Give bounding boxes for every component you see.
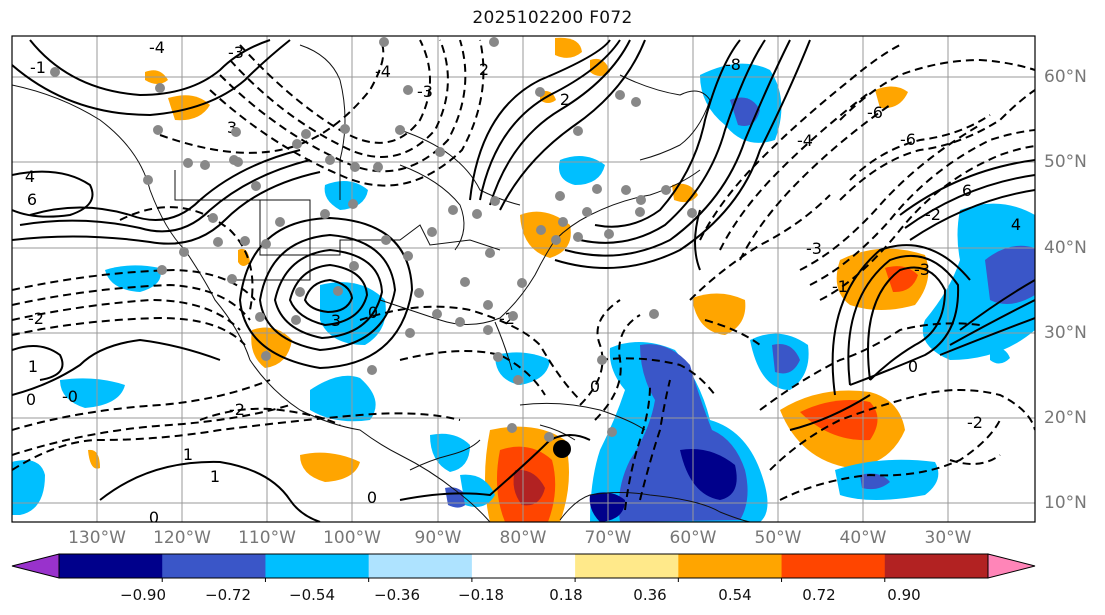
lon-label: 130°W	[68, 528, 126, 548]
colorbar-cell	[368, 554, 473, 578]
contour-label: 2	[560, 90, 570, 109]
colorbar-tick-label: 0.72	[802, 586, 836, 604]
colorbar-tick-label: −0.90	[120, 586, 166, 604]
contour-label: 1	[210, 467, 220, 486]
colorbar-cell	[265, 554, 370, 578]
contour-label: -2	[925, 205, 941, 224]
contour-label: 3	[331, 311, 341, 330]
contour-label: 0	[367, 488, 377, 507]
lat-label: 10°N	[1044, 493, 1087, 513]
contour-label: -2	[28, 309, 44, 328]
contour-label: 3	[227, 118, 237, 137]
contour-label: 4	[1011, 215, 1021, 234]
contour-label: -4	[797, 131, 813, 150]
contour-label: -2	[967, 413, 983, 432]
colorbar-tick-label: 0.90	[887, 586, 921, 604]
lon-label: 110°W	[238, 528, 296, 548]
colorbar-cell	[471, 554, 576, 578]
contour-label: -2	[229, 400, 245, 419]
contour-label: -3	[914, 260, 930, 279]
contour-label: -4	[375, 62, 391, 81]
colorbar-tick-label: 0.54	[718, 586, 752, 604]
contour-label: 6	[962, 181, 972, 200]
contour-label: 1	[183, 445, 193, 464]
graticule	[12, 36, 1035, 522]
contour-label: 0	[590, 377, 600, 396]
lat-label: 50°N	[1044, 152, 1087, 172]
dashed-contours	[12, 39, 1035, 511]
location-dot-marker	[553, 440, 571, 458]
colorbar-tick-label: 0.18	[549, 586, 583, 604]
contour-label: 6	[27, 190, 37, 209]
map-title: 2025102200 F072	[472, 8, 633, 28]
station-dots	[50, 37, 697, 442]
contour-label: -0	[62, 387, 78, 406]
colorbar-extend-high	[987, 553, 1036, 579]
lat-label: 40°N	[1044, 238, 1087, 258]
lon-label: 30°W	[924, 528, 972, 548]
forecast-map: -8 -6 -4 -4 -3 -3 -3 -2 -2 -2 -2 -1 -1 0…	[11, 35, 1036, 527]
lat-label: 30°N	[1044, 323, 1087, 343]
colorbar-cell	[678, 554, 783, 578]
contour-label: 0	[368, 303, 378, 322]
lon-label: 60°W	[669, 528, 717, 548]
contour-label: -3	[806, 239, 822, 258]
lon-label: 50°W	[754, 528, 802, 548]
contour-label: -6	[867, 103, 883, 122]
contour-label: -4	[149, 38, 165, 57]
contour-label: 0	[149, 508, 159, 527]
contour-label: 0	[908, 357, 918, 376]
contour-label: 1	[28, 357, 38, 376]
lon-label: 40°W	[839, 528, 887, 548]
colorbar-cell	[59, 554, 163, 578]
contour-label: 0	[26, 390, 36, 409]
map-frame	[11, 35, 1036, 523]
lon-label: 90°W	[414, 528, 462, 548]
contour-label: -1	[832, 277, 848, 296]
lon-label: 120°W	[153, 528, 211, 548]
contour-label: -3	[417, 82, 433, 101]
contour-label: 2	[479, 60, 489, 79]
colorbar-tick-label: −0.18	[458, 586, 504, 604]
colorbar-cell	[781, 554, 886, 578]
colorbar-cell	[884, 554, 989, 578]
contour-label: -8	[725, 55, 741, 74]
colorbar-frame	[58, 553, 989, 579]
lon-label: 80°W	[499, 528, 547, 548]
coastlines	[12, 44, 751, 522]
colorbar-tick-label: 0.36	[633, 586, 667, 604]
colorbar-tick-label: −0.54	[289, 586, 335, 604]
contour-label: -6	[900, 130, 916, 149]
contour-label: -1	[30, 58, 46, 77]
contour-label: 4	[25, 167, 35, 186]
colorbar-tick-label: −0.72	[205, 586, 251, 604]
contour-labels: -8 -6 -4 -4 -3 -3 -3 -2 -2 -2 -2 -1 -1 0…	[25, 38, 1021, 527]
colorbar	[11, 553, 1036, 582]
solid-contours	[12, 39, 1035, 522]
lat-label: 60°N	[1044, 67, 1087, 87]
colorbar-cell	[575, 554, 679, 578]
colorbar-tick-label: −0.36	[374, 586, 420, 604]
contour-label: -3	[228, 43, 244, 62]
colorbar-cell	[162, 554, 266, 578]
lon-label: 100°W	[323, 528, 381, 548]
lat-label: 20°N	[1044, 408, 1087, 428]
colorbar-extend-low	[11, 553, 60, 579]
lon-label: 70°W	[584, 528, 632, 548]
